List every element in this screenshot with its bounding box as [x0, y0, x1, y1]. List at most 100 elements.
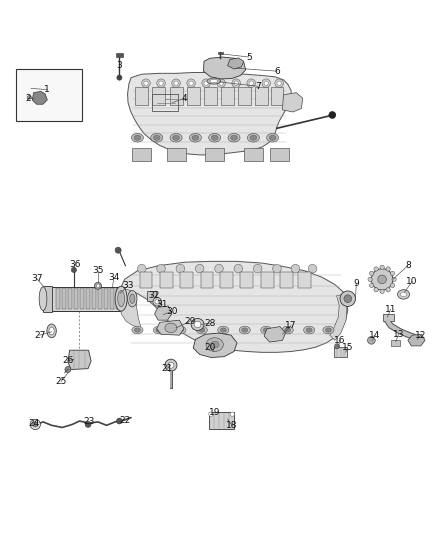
Text: 35: 35 — [92, 266, 104, 275]
Circle shape — [208, 412, 213, 416]
Circle shape — [371, 269, 393, 290]
Polygon shape — [120, 261, 348, 352]
Polygon shape — [283, 93, 303, 112]
Text: 25: 25 — [55, 377, 67, 386]
Circle shape — [96, 284, 100, 287]
Circle shape — [230, 412, 234, 416]
Circle shape — [392, 277, 396, 281]
Ellipse shape — [134, 135, 141, 140]
Bar — [391, 341, 400, 346]
Circle shape — [344, 295, 352, 303]
Bar — [271, 87, 283, 105]
Ellipse shape — [269, 135, 276, 140]
Bar — [201, 272, 213, 288]
Bar — [152, 87, 166, 105]
Polygon shape — [68, 350, 91, 369]
Polygon shape — [330, 294, 347, 341]
Bar — [135, 87, 148, 105]
Circle shape — [187, 79, 195, 87]
Text: 32: 32 — [148, 291, 159, 300]
Circle shape — [329, 111, 336, 118]
Text: 14: 14 — [369, 330, 380, 340]
Circle shape — [172, 79, 180, 87]
Ellipse shape — [49, 327, 54, 335]
Circle shape — [189, 81, 193, 85]
Ellipse shape — [39, 287, 47, 311]
Circle shape — [217, 79, 226, 87]
Bar — [204, 87, 217, 105]
Circle shape — [308, 264, 317, 273]
Circle shape — [142, 79, 150, 87]
Bar — [187, 87, 200, 105]
Ellipse shape — [263, 328, 269, 332]
Text: 11: 11 — [385, 305, 396, 314]
Circle shape — [340, 291, 356, 306]
Ellipse shape — [247, 133, 259, 142]
Ellipse shape — [173, 135, 180, 140]
Circle shape — [219, 81, 223, 85]
Bar — [255, 87, 268, 105]
Bar — [170, 87, 183, 105]
Ellipse shape — [250, 135, 257, 140]
Polygon shape — [204, 57, 246, 79]
Bar — [116, 288, 120, 310]
Bar — [68, 288, 72, 310]
Circle shape — [335, 344, 339, 349]
Bar — [16, 69, 81, 122]
Text: 33: 33 — [122, 281, 134, 290]
Ellipse shape — [118, 290, 124, 307]
Circle shape — [275, 79, 283, 87]
Circle shape — [33, 422, 38, 427]
Ellipse shape — [239, 326, 251, 334]
Text: 31: 31 — [157, 300, 168, 309]
Ellipse shape — [115, 286, 127, 311]
Bar — [132, 149, 151, 161]
Ellipse shape — [175, 326, 186, 334]
Text: 1: 1 — [44, 85, 50, 94]
Circle shape — [202, 79, 210, 87]
Text: 12: 12 — [415, 330, 427, 340]
Ellipse shape — [132, 326, 143, 334]
Circle shape — [386, 267, 390, 271]
Text: 18: 18 — [226, 421, 238, 430]
Circle shape — [390, 271, 395, 276]
Text: 3: 3 — [117, 61, 122, 70]
Bar — [74, 288, 78, 310]
Circle shape — [204, 81, 208, 85]
Text: 24: 24 — [29, 419, 40, 427]
Ellipse shape — [165, 359, 177, 372]
Text: 34: 34 — [108, 273, 120, 282]
Circle shape — [117, 75, 122, 80]
Ellipse shape — [153, 326, 165, 334]
Bar — [261, 272, 273, 288]
Bar — [152, 94, 178, 111]
Circle shape — [264, 81, 268, 85]
Circle shape — [95, 282, 101, 289]
Circle shape — [117, 418, 122, 424]
Bar — [180, 272, 193, 288]
Polygon shape — [228, 58, 244, 69]
Ellipse shape — [27, 95, 32, 99]
Circle shape — [157, 79, 165, 87]
Circle shape — [115, 247, 121, 253]
Bar — [383, 314, 394, 320]
Ellipse shape — [210, 341, 219, 348]
Circle shape — [144, 81, 148, 85]
Text: 6: 6 — [274, 67, 280, 76]
Text: 29: 29 — [184, 317, 195, 326]
Bar — [205, 149, 224, 161]
Ellipse shape — [228, 133, 240, 142]
Ellipse shape — [230, 135, 237, 140]
Ellipse shape — [199, 328, 205, 332]
Circle shape — [380, 289, 384, 294]
Circle shape — [367, 336, 375, 344]
Ellipse shape — [220, 328, 226, 332]
Bar — [166, 149, 186, 161]
Circle shape — [370, 283, 374, 287]
Ellipse shape — [194, 321, 201, 328]
Circle shape — [374, 288, 378, 292]
Bar — [160, 272, 173, 288]
Text: 15: 15 — [342, 343, 353, 352]
Circle shape — [386, 288, 390, 292]
Bar — [208, 413, 234, 429]
